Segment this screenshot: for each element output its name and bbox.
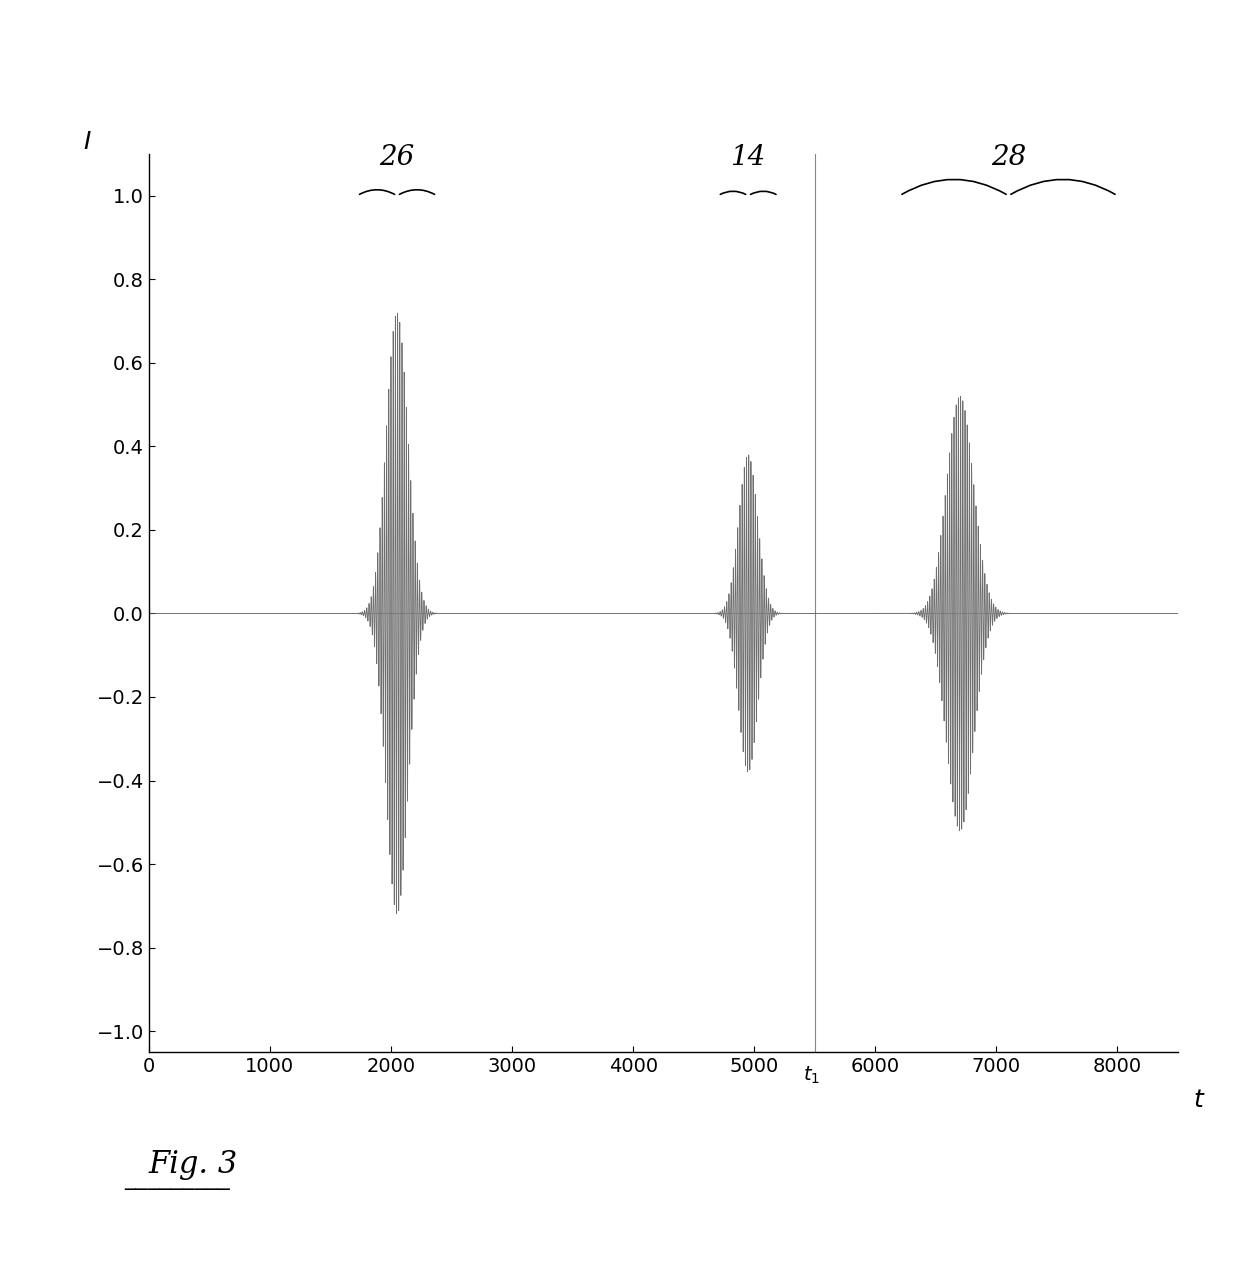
Text: 14: 14 xyxy=(730,144,766,171)
Text: 28: 28 xyxy=(991,144,1027,171)
Text: $t_1$: $t_1$ xyxy=(802,1065,820,1085)
Text: 26: 26 xyxy=(379,144,414,171)
Text: ─────────: ───────── xyxy=(124,1180,229,1200)
Text: Fig. 3: Fig. 3 xyxy=(149,1150,238,1180)
Y-axis label: I: I xyxy=(83,130,91,154)
X-axis label: t: t xyxy=(1194,1088,1204,1112)
